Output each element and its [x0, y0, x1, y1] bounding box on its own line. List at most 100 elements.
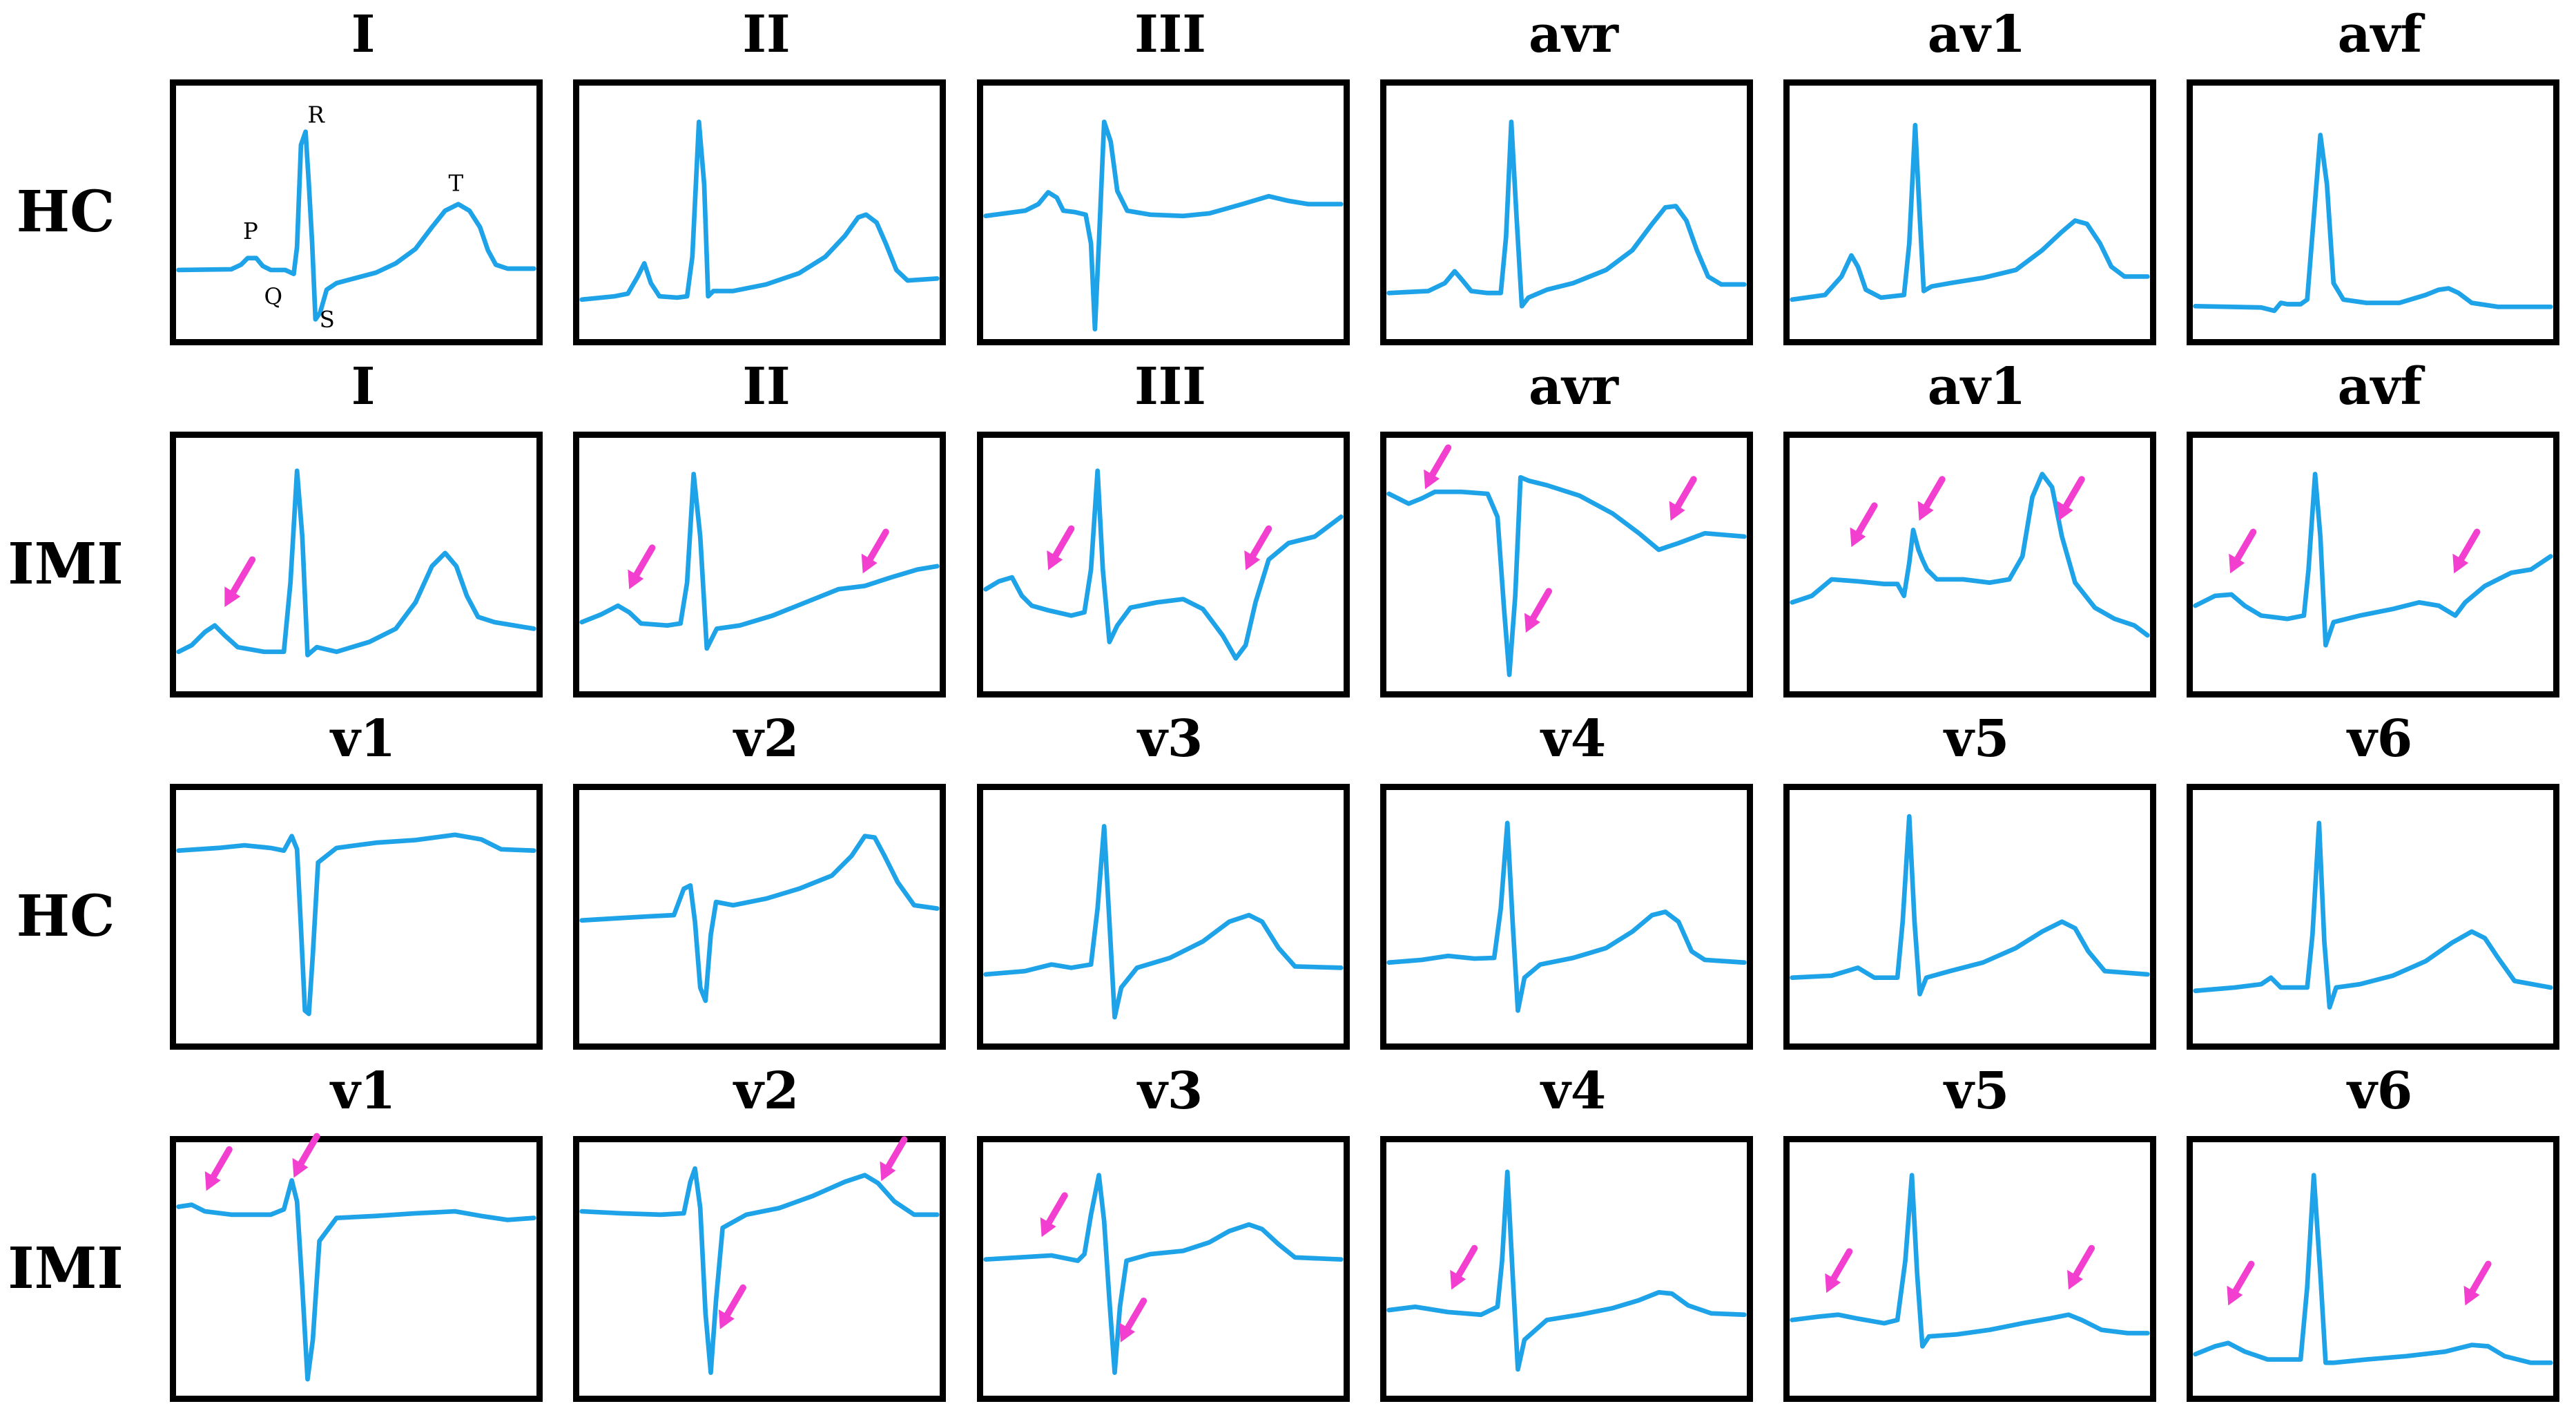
- ecg-panel-r1-c3: [1380, 432, 1753, 697]
- lead-title-r0-c5: avf: [2337, 5, 2423, 64]
- ecg-panel-r1-c4: [1783, 432, 2156, 697]
- annotation-arrowhead: [1040, 1217, 1056, 1238]
- annotation-arrow: [2231, 528, 2257, 567]
- ecg-waveform: [983, 1173, 1344, 1375]
- annotation-arrow: [207, 1146, 233, 1185]
- annotation-arrow: [1852, 502, 1878, 541]
- annotation-arrow: [2060, 476, 2085, 514]
- ecg-panel-r2-c4: [1783, 784, 2156, 1050]
- ecg-panel-r0-c0: P Q R S T: [170, 79, 543, 345]
- lead-title-r2-c1: v2: [733, 709, 800, 769]
- row-label-hc-chest: HC: [16, 883, 115, 950]
- annotation-arrow: [630, 544, 656, 583]
- ecg-waveform: [1790, 1173, 2150, 1349]
- ecg-waveform: [2193, 133, 2553, 314]
- lead-title-r1-c1: II: [742, 357, 791, 416]
- ecg-waveform: [579, 119, 940, 302]
- annotation-arrowhead: [1047, 550, 1063, 570]
- ecg-trace-svg: [2193, 472, 2553, 648]
- lead-title-r3-c5: v6: [2347, 1061, 2413, 1121]
- lead-title-r0-c2: III: [1134, 5, 1206, 64]
- r-wave-label: R: [307, 102, 325, 128]
- ecg-trace-svg: [176, 468, 536, 657]
- annotation-arrowhead: [1450, 1269, 1466, 1290]
- lead-title-r2-c0: v1: [330, 709, 396, 769]
- annotation-arrow: [295, 1133, 320, 1171]
- lead-title-r3-c3: v4: [1540, 1061, 1607, 1121]
- ecg-waveform: [1386, 1169, 1747, 1372]
- p-wave-label: P: [243, 218, 258, 244]
- lead-title-r0-c0: I: [351, 5, 376, 64]
- annotation-arrow: [2455, 528, 2481, 567]
- lead-title-r0-c1: II: [742, 5, 791, 64]
- lead-title-r1-c0: I: [351, 357, 376, 416]
- ecg-trace-svg: [983, 468, 1344, 661]
- ecg-panel-r3-c5: [2187, 1136, 2559, 1402]
- lead-title-r3-c2: v3: [1137, 1061, 1203, 1121]
- ecg-trace-svg: [1790, 472, 2150, 638]
- ecg-trace-svg: [1790, 122, 2150, 302]
- lead-title-r2-c5: v6: [2347, 709, 2413, 769]
- ecg-waveform: [176, 832, 536, 1017]
- annotation-arrow: [882, 1136, 908, 1175]
- t-wave-label: T: [448, 171, 463, 197]
- ecg-waveform: [2193, 820, 2553, 1010]
- annotation-arrow: [1247, 525, 1272, 564]
- lead-title-r2-c4: v5: [1944, 709, 2010, 769]
- lead-title-r3-c0: v1: [330, 1061, 396, 1121]
- ecg-trace-svg: [983, 1173, 1344, 1375]
- ecg-waveform: [176, 129, 536, 322]
- ecg-panel-r2-c5: [2187, 784, 2559, 1050]
- annotation-arrow: [1121, 1297, 1147, 1336]
- ecg-panel-r3-c1: [573, 1136, 946, 1402]
- ecg-trace-svg: [2193, 820, 2553, 1010]
- lead-title-r2-c2: v3: [1137, 709, 1203, 769]
- ecg-panel-r0-c3: [1380, 79, 1753, 345]
- annotation-arrow: [226, 556, 256, 602]
- annotation-arrowhead: [2452, 553, 2469, 574]
- row-label-imi-limb: IMI: [8, 531, 124, 597]
- ecg-panel-r2-c1: [573, 784, 946, 1050]
- ecg-trace-svg: [579, 1136, 940, 1375]
- annotation-arrow: [2229, 1260, 2255, 1299]
- annotation-arrow: [1527, 588, 1553, 626]
- lead-title-r1-c2: III: [1134, 357, 1206, 416]
- annotation-arrowhead: [2229, 553, 2245, 574]
- ecg-waveform: [1790, 472, 2150, 638]
- ecg-trace-svg: [2193, 1173, 2553, 1365]
- ecg-trace-svg: [1386, 444, 1747, 677]
- annotation-arrowhead: [1244, 550, 1261, 570]
- ecg-panel-r2-c0: [170, 784, 543, 1050]
- annotation-arrow: [1049, 525, 1075, 564]
- ecg-waveform: [1386, 474, 1747, 677]
- ecg-waveform: [2193, 472, 2553, 648]
- annotation-arrowhead: [1850, 527, 1866, 548]
- annotation-arrow: [1426, 444, 1452, 483]
- annotation-arrowhead: [2227, 1285, 2243, 1306]
- lead-title-r1-c4: av1: [1927, 357, 2026, 416]
- annotation-arrow: [721, 1284, 746, 1323]
- ecg-panel-r1-c5: [2187, 432, 2559, 697]
- lead-title-r3-c1: v2: [733, 1061, 800, 1121]
- s-wave-label: S: [320, 307, 335, 333]
- annotation-arrowhead: [1524, 613, 1540, 633]
- lead-title-r0-c3: avr: [1529, 5, 1618, 64]
- ecg-waveform: [579, 1166, 940, 1375]
- annotation-arrow: [1828, 1248, 1853, 1287]
- ecg-waveform: [1386, 119, 1747, 309]
- ecg-panel-r0-c4: [1783, 79, 2156, 345]
- ecg-panel-r2-c2: [977, 784, 1350, 1050]
- ecg-panel-r1-c2: [977, 432, 1350, 697]
- annotation-arrow: [2466, 1260, 2492, 1299]
- annotation-arrowhead: [861, 553, 878, 574]
- ecg-waveform: [1386, 820, 1747, 1013]
- ecg-panel-r2-c3: [1380, 784, 1753, 1050]
- ecg-waveform: [1790, 814, 2150, 997]
- ecg-waveform: [983, 824, 1344, 1020]
- ecg-waveform: [579, 834, 940, 1003]
- annotation-arrowhead: [2067, 1269, 2083, 1290]
- annotation-arrow: [2069, 1244, 2095, 1283]
- ecg-trace-svg: [2193, 133, 2553, 314]
- lead-title-r0-c4: av1: [1927, 5, 2026, 64]
